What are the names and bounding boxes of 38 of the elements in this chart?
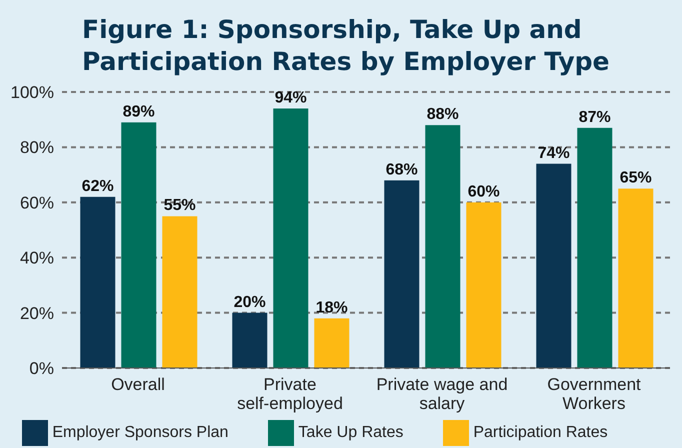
legend-label: Employer Sponsors Plan <box>52 424 228 442</box>
data-label: 18% <box>316 299 348 316</box>
data-label: 87% <box>578 108 611 126</box>
y-tick-label: 40% <box>20 248 54 268</box>
data-label: 60% <box>468 183 500 200</box>
y-tick-label: 60% <box>20 193 54 212</box>
bar <box>121 122 156 368</box>
data-label: 65% <box>620 170 652 187</box>
bar <box>425 125 460 368</box>
x-tick-label: Private self-employed <box>237 375 343 413</box>
data-label: 68% <box>386 161 418 178</box>
y-tick-label: 100% <box>10 83 54 102</box>
y-tick-label: 0% <box>29 359 54 378</box>
data-label: 94% <box>274 90 307 107</box>
bar <box>80 196 116 368</box>
chart-title: Figure 1: Sponsorship, Take Up and Participation Rates by Employer Type <box>82 14 611 78</box>
legend-label: Take Up Rates <box>298 424 404 442</box>
bar <box>314 318 350 368</box>
bar <box>466 202 502 368</box>
data-label: 55% <box>164 197 196 214</box>
bar <box>577 128 612 368</box>
data-label: 89% <box>122 103 155 120</box>
y-tick-label: 80% <box>20 138 54 158</box>
bar <box>384 180 420 368</box>
bar <box>232 312 268 368</box>
data-label: 20% <box>234 294 266 311</box>
x-tick-label: Overall <box>111 375 165 394</box>
bar <box>273 108 308 368</box>
data-label: 74% <box>538 144 570 162</box>
legend-label: Participation Rates <box>473 424 608 442</box>
x-tick-label: Private wage and salary <box>376 375 508 413</box>
bar <box>618 188 654 368</box>
bar <box>536 164 572 368</box>
bar <box>162 216 198 368</box>
data-label: 62% <box>82 178 114 195</box>
y-tick-label: 20% <box>20 304 54 323</box>
data-label: 88% <box>426 106 459 124</box>
x-tick-label: Government Workers <box>547 375 642 413</box>
